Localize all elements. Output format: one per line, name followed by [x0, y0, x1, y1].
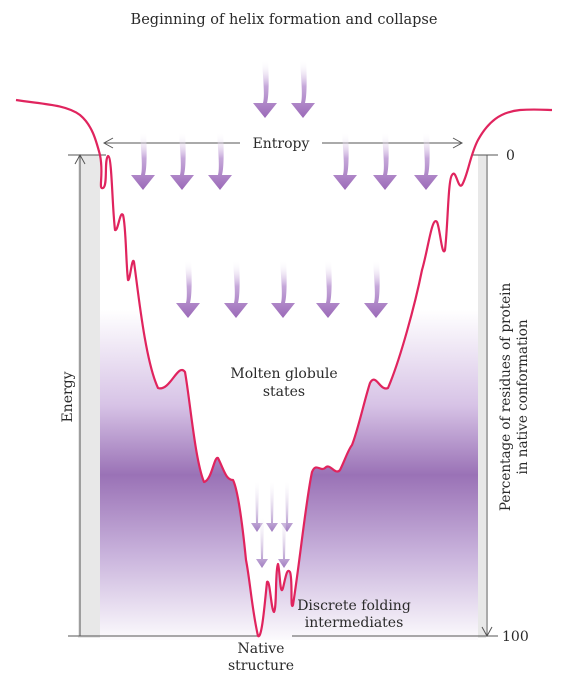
percentage-axis — [292, 154, 498, 638]
arrow-icon — [291, 60, 315, 118]
tick-label-0: 0 — [506, 148, 515, 164]
arrow-icon — [253, 60, 277, 118]
top-arrows — [253, 60, 315, 118]
native-structure-label: Native — [238, 641, 285, 657]
energy-landscape-curve — [15, 98, 553, 638]
molten-globule-label-line2: states — [263, 384, 305, 400]
energy-label: Energy — [60, 371, 76, 422]
diagram-title: Beginning of helix formation and collaps… — [131, 12, 438, 28]
percentage-axis-label: Percentage of residues of protein — [498, 283, 514, 512]
discrete-intermediates-label-line2: intermediates — [305, 615, 404, 631]
percentage-axis-label-line2: in native conformation — [515, 319, 531, 474]
tick-label-100: 100 — [502, 629, 529, 645]
native-structure-label-line2: structure — [228, 658, 294, 674]
discrete-intermediates-label: Discrete folding — [297, 598, 411, 614]
molten-globule-label: Molten globule — [230, 366, 337, 382]
entropy-label: Entropy — [253, 136, 310, 152]
